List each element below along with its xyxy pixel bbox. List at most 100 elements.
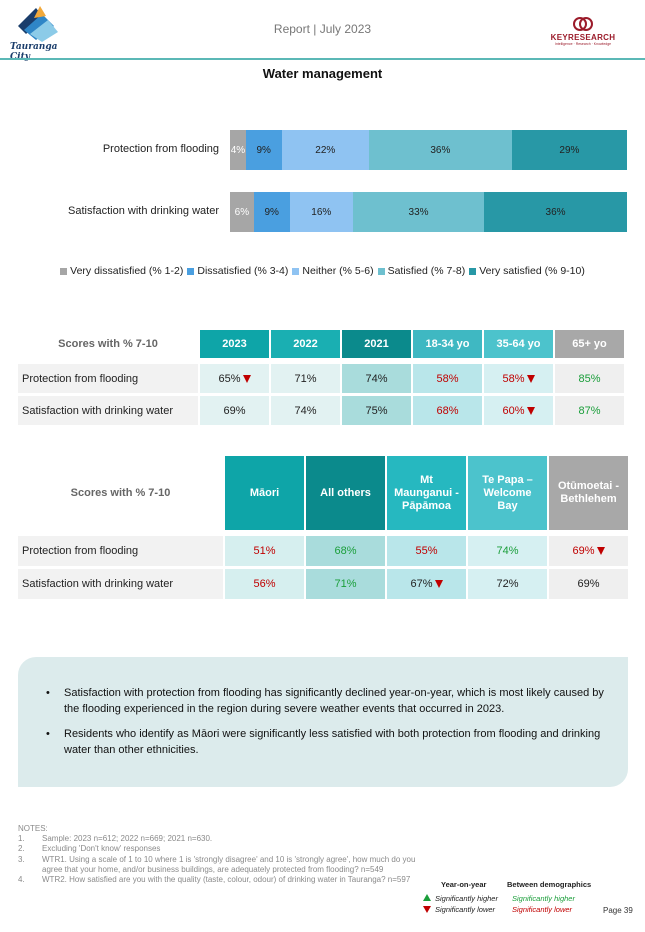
table-cell: 68% bbox=[306, 536, 385, 566]
bar-data-label: 16% bbox=[311, 206, 332, 218]
note-item: 4. WTR2. How satisfied are you with the q… bbox=[18, 875, 411, 885]
table-cell: 65% bbox=[200, 364, 269, 393]
table-row-label: Satisfaction with drinking water bbox=[18, 569, 223, 599]
bar-segment: 4% bbox=[230, 130, 246, 170]
table-cell: 58% bbox=[413, 364, 482, 393]
table-column-header: 35-64 yo bbox=[484, 330, 553, 358]
table-cell: 87% bbox=[555, 396, 624, 425]
section-title: Water management bbox=[262, 66, 383, 81]
keyresearch-tagline: Intelligence · Research · Knowledge bbox=[554, 42, 612, 46]
table-cell: 74% bbox=[468, 536, 547, 566]
table-cell-value: 67% bbox=[410, 578, 433, 590]
table-cell-value: 75% bbox=[365, 404, 388, 417]
table-column-header: 2023 bbox=[200, 330, 269, 358]
notes-heading: NOTES: bbox=[18, 824, 48, 833]
bar-row-protection-from-flooding: Protection from flooding 4% 9% 22% 36% 29% bbox=[0, 130, 645, 170]
key-demo-lower: Significantly lower bbox=[512, 905, 573, 914]
table-column-header: All others bbox=[306, 456, 385, 530]
legend-swatch bbox=[377, 267, 385, 275]
keyresearch-logo-text: KEYRESEARCH bbox=[550, 33, 616, 42]
table-cell: 69% bbox=[200, 396, 269, 425]
summary-box: Satisfaction with protection from floodi… bbox=[18, 657, 628, 787]
table-cell-value: 87% bbox=[578, 404, 601, 417]
bar-data-label: 36% bbox=[545, 206, 566, 218]
bar-row-satisfaction-with-drinking-water: Satisfaction with drinking water 6% 9% 16%… bbox=[0, 192, 645, 232]
bar-data-label: 9% bbox=[264, 206, 279, 218]
significantly-lower-arrow-icon bbox=[596, 547, 605, 555]
table-cell: 72% bbox=[468, 569, 547, 599]
page-header: Tauranga City Report | July 2023 KEYRESE… bbox=[0, 0, 645, 62]
table-cell-value: 74% bbox=[294, 404, 317, 417]
header-divider bbox=[0, 58, 645, 60]
bar-data-label: 6% bbox=[234, 206, 250, 218]
bar-segment: 9% bbox=[245, 130, 282, 170]
significantly-lower-arrow-icon bbox=[242, 374, 251, 383]
key-yoy-higher: Significantly higher bbox=[435, 894, 498, 903]
table-cell: 74% bbox=[271, 396, 340, 425]
key-yoy-heading: Year-on-year bbox=[441, 880, 487, 889]
bar-data-label: 22% bbox=[315, 144, 336, 156]
table-cell-value: 55% bbox=[415, 545, 438, 557]
table-cell: 58% bbox=[484, 364, 553, 393]
table-cell-value: 68% bbox=[334, 545, 357, 557]
table-cell-value: 69% bbox=[223, 404, 246, 417]
report-title: Report | July 2023 bbox=[273, 22, 372, 36]
table-column-header: 65+ yo bbox=[555, 330, 624, 358]
tauranga-logo-text: Tauranga City bbox=[10, 42, 58, 62]
table-cell-value: 60% bbox=[502, 404, 525, 417]
table-header-label: Scores with % 7-10 bbox=[18, 330, 198, 358]
table-cell-value: 71% bbox=[334, 578, 357, 590]
table-column-header: Otūmoetai - Bethlehem bbox=[549, 456, 628, 530]
bar-segment: 29% bbox=[511, 130, 627, 170]
table-cell-value: 69% bbox=[577, 578, 600, 590]
table-cell-value: 85% bbox=[578, 372, 601, 385]
legend-item-dissatisfied: Dissatisfied (% 3-4) bbox=[187, 265, 288, 277]
scores-table-by-year-and-age: Scores with % 7-10 2023 2022 2021 18-34 yo 35… bbox=[18, 330, 628, 426]
table-cell: 56% bbox=[225, 569, 304, 599]
table-cell-value: 71% bbox=[294, 372, 317, 385]
legend-item-very-dissatisfied: Very dissatisfied (% 1-2) bbox=[60, 265, 183, 277]
table-cell-value: 56% bbox=[253, 578, 276, 590]
table-cell: 71% bbox=[306, 569, 385, 599]
note-item: 1. Sample: 2023 n=612; 2022 n=669; 2021 n… bbox=[18, 834, 213, 844]
table-cell: 75% bbox=[342, 396, 411, 425]
table-row-label: Satisfaction with drinking water bbox=[18, 396, 198, 425]
significantly-lower-arrow-icon bbox=[434, 580, 443, 588]
table-column-header: Te Papa – Welcome Bay bbox=[468, 456, 547, 530]
table-cell: 69% bbox=[549, 569, 628, 599]
triangle-down-icon bbox=[423, 906, 431, 913]
scores-table-by-ethnicity-and-ward: Scores with % 7-10 Māori All others Mt Maun… bbox=[18, 456, 628, 602]
table-header-label: Scores with % 7-10 bbox=[18, 456, 223, 530]
notes: NOTES: 1. Sample: 2023 n=612; 2022 n=669;… bbox=[18, 824, 418, 885]
bar-category-label: Protection from flooding bbox=[102, 143, 219, 155]
bar-segment: 33% bbox=[353, 192, 485, 232]
key-demo-heading: Between demographics bbox=[507, 880, 592, 889]
legend-item-neither: Neither (% 5-6) bbox=[292, 265, 374, 277]
table-row-label: Protection from flooding bbox=[18, 536, 223, 566]
table-cell: 60% bbox=[484, 396, 553, 425]
summary-list: Satisfaction with protection from floodi… bbox=[46, 685, 606, 758]
table-column-header: 18-34 yo bbox=[413, 330, 482, 358]
table-column-header: Māori bbox=[225, 456, 304, 530]
table-cell: 55% bbox=[387, 536, 466, 566]
table-column-header: 2021 bbox=[342, 330, 411, 358]
table-cell: 69% bbox=[549, 536, 628, 566]
bar-data-label: 4% bbox=[230, 144, 246, 156]
bar-segment: 36% bbox=[484, 192, 627, 232]
satisfaction-stacked-bar-chart: Protection from flooding 4% 9% 22% 36% 29% S… bbox=[0, 120, 645, 290]
significantly-lower-arrow-icon bbox=[526, 374, 535, 383]
table-cell: 85% bbox=[555, 364, 624, 393]
table-cell: 67% bbox=[387, 569, 466, 599]
legend-swatch bbox=[469, 267, 477, 275]
summary-point: Satisfaction with protection from floodi… bbox=[46, 685, 606, 717]
bar-category-label: Satisfaction with drinking water bbox=[67, 205, 219, 217]
significantly-lower-arrow-icon bbox=[526, 406, 535, 415]
table-cell-value: 58% bbox=[436, 372, 459, 385]
note-item: 2. Excluding 'Don't know' responses bbox=[18, 844, 161, 854]
legend-item-satisfied: Satisfied (% 7-8) bbox=[377, 265, 465, 277]
bar-segment: 9% bbox=[253, 192, 290, 232]
table-cell: 68% bbox=[413, 396, 482, 425]
key-demo-higher: Significantly higher bbox=[512, 894, 575, 903]
bar-track: 6% 9% 16% 33% 36% bbox=[230, 192, 627, 232]
page-number: Page 39 bbox=[603, 906, 633, 915]
